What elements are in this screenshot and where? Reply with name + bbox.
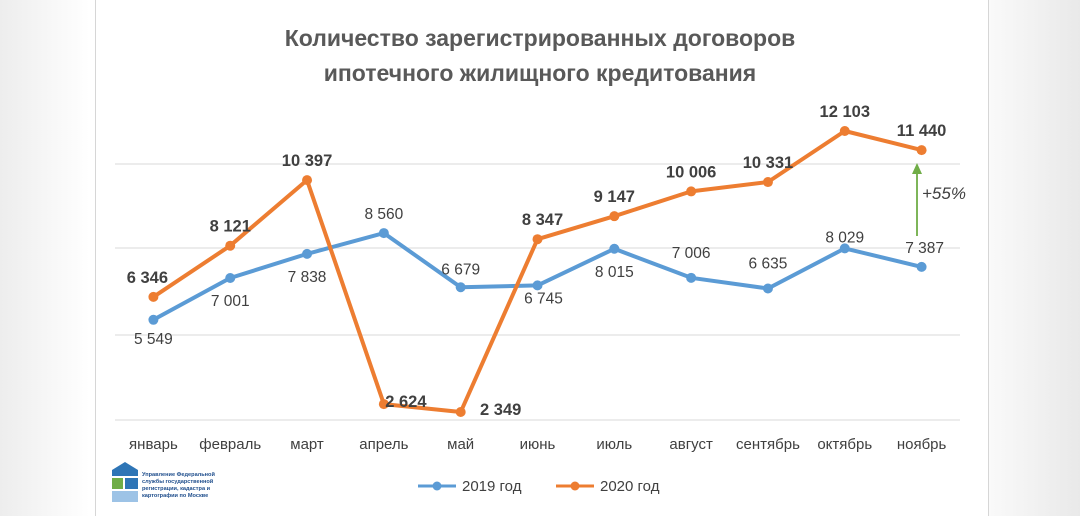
data-label-2020: 2 624	[385, 393, 427, 411]
data-label-2020: 2 349	[480, 401, 521, 419]
data-label-2020: 9 147	[594, 188, 635, 206]
data-point-2019	[532, 280, 543, 291]
data-point-2019	[839, 243, 850, 254]
data-point-2020	[532, 234, 543, 245]
growth-label: +55%	[922, 184, 966, 203]
data-label-2019: 7 387	[905, 240, 944, 257]
data-point-2020	[686, 186, 697, 197]
growth-annotation: +55%	[912, 163, 966, 236]
data-point-2019	[762, 283, 773, 294]
series-layer	[148, 126, 927, 417]
logo-text-line-4: картографии по Москве	[142, 492, 208, 499]
logo-text-line-1: Управление Федеральной	[142, 471, 215, 478]
data-point-2019	[302, 248, 313, 259]
data-label-2019: 6 679	[441, 261, 480, 278]
chart-frame	[95, 0, 989, 516]
data-label-2019: 8 560	[364, 206, 403, 223]
left-background	[0, 0, 90, 516]
data-point-2020	[839, 126, 850, 136]
data-point-2019	[225, 272, 236, 283]
data-label-2020: 10 397	[282, 152, 332, 170]
data-label-2020: 10 006	[666, 163, 716, 181]
data-label-2019: 8 015	[595, 264, 634, 281]
data-point-2019	[455, 282, 466, 293]
x-tick-label: январь	[129, 436, 178, 453]
legend: 2019 год 2020 год	[418, 478, 660, 495]
data-label-2019: 5 549	[134, 331, 173, 348]
x-tick-label: октябрь	[817, 436, 872, 453]
data-point-2020	[916, 145, 927, 156]
data-point-2019	[148, 314, 159, 325]
chart-title: Количество зарегистрированных договоров …	[285, 25, 796, 86]
gridlines	[115, 163, 960, 421]
data-point-2019	[686, 272, 697, 283]
logo-text-line-2: службы государственной	[142, 478, 214, 485]
data-label-2019: 7 006	[672, 245, 711, 262]
x-tick-label: апрель	[359, 436, 408, 453]
chart-title-line-2: ипотечного жилищного кредитования	[324, 60, 756, 86]
legend-label-2019: 2019 год	[462, 478, 522, 495]
x-tick-label: июнь	[520, 436, 556, 453]
series-line-2020	[151, 129, 924, 414]
data-point-2020	[455, 407, 466, 417]
legend-item-2019: 2019 год	[418, 478, 522, 495]
logo-emblem-icon	[112, 462, 138, 502]
x-tick-label: август	[669, 436, 713, 453]
data-label-2020: 6 346	[127, 269, 168, 287]
data-point-2020	[302, 175, 313, 186]
data-point-2020	[609, 211, 620, 222]
data-label-2020: 8 347	[522, 211, 563, 229]
data-point-2020	[378, 399, 389, 410]
growth-arrow-head	[912, 163, 922, 174]
legend-marker-2020	[570, 481, 580, 491]
data-point-2020	[148, 291, 159, 302]
data-labels: 6 346 8 121 10 397 2 624 2 349 8 347 9 147 10 0…	[127, 103, 947, 419]
logo-text-line-3: регистрации, кадастра и	[142, 486, 211, 492]
rosreestr-logo: Управление Федеральной службы государств…	[112, 462, 215, 502]
data-point-2020	[762, 177, 773, 188]
data-label-2019: 6 745	[524, 290, 563, 307]
data-label-2019: 8 029	[825, 229, 864, 246]
data-point-2020	[225, 240, 236, 251]
data-label-2020: 10 331	[743, 154, 793, 172]
legend-marker-2019	[432, 481, 442, 491]
x-tick-label: июль	[596, 436, 632, 453]
chart-title-line-1: Количество зарегистрированных договоров	[285, 25, 796, 51]
data-point-2019	[609, 243, 620, 254]
x-tick-label: май	[447, 436, 474, 453]
x-tick-label: сентябрь	[736, 436, 800, 453]
data-point-2019	[916, 261, 927, 272]
data-label-2019: 7 838	[288, 269, 327, 286]
x-tick-label: февраль	[199, 436, 261, 453]
data-label-2020: 12 103	[820, 103, 870, 121]
x-tick-label: ноябрь	[897, 436, 947, 453]
data-label-2020: 11 440	[897, 122, 947, 140]
data-label-2020: 8 121	[210, 218, 251, 236]
x-axis-ticks: январь февраль март апрель май июнь июль август…	[129, 436, 946, 453]
legend-label-2020: 2020 год	[600, 478, 660, 495]
data-label-2019: 7 001	[211, 293, 250, 310]
data-label-2019: 6 635	[749, 256, 788, 273]
x-tick-label: март	[290, 436, 324, 453]
data-point-2019	[378, 228, 389, 239]
legend-item-2020: 2020 год	[556, 478, 660, 495]
